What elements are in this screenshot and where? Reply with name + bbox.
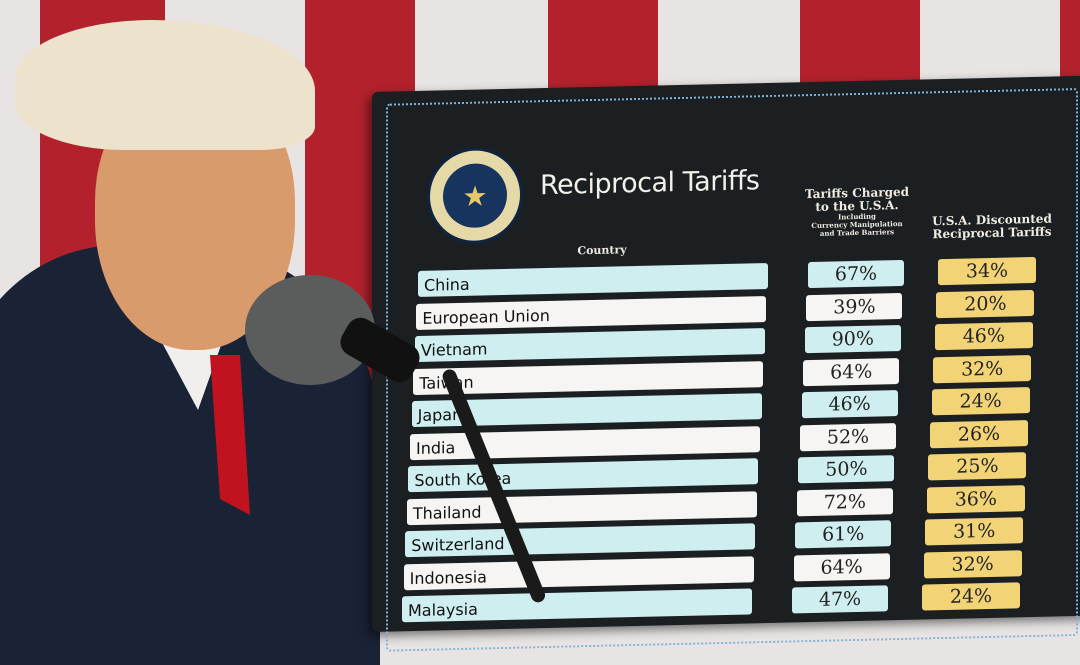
- discount-cell: 36%: [926, 484, 1025, 513]
- discount-cell: 34%: [938, 256, 1036, 286]
- charged-cell: 90%: [804, 324, 901, 354]
- discount-cell: 46%: [934, 322, 1033, 351]
- discount-cell: 31%: [925, 517, 1024, 546]
- charged-cell: 64%: [803, 357, 900, 386]
- discount-cell: 32%: [923, 549, 1022, 578]
- charged-cell: 39%: [806, 292, 903, 321]
- discount-cell: 20%: [936, 289, 1035, 318]
- charged-cell: 47%: [792, 585, 888, 614]
- charged-cell: 64%: [793, 552, 890, 581]
- board-title: Reciprocal Tariffs: [540, 165, 760, 202]
- discount-cell: 25%: [928, 452, 1027, 481]
- charged-header: Tariffs Charged to the U.S.A. Including …: [787, 185, 927, 238]
- discount-header: U.S.A. Discounted Reciprocal Tariffs: [917, 212, 1067, 242]
- charged-cell: 61%: [795, 520, 892, 549]
- charged-cell: 67%: [808, 259, 904, 289]
- hair: [15, 20, 315, 150]
- discount-cell: 26%: [930, 419, 1028, 448]
- country-header: Country: [577, 243, 627, 258]
- discount-cell: 32%: [933, 354, 1032, 383]
- charged-cell: 72%: [796, 487, 893, 516]
- discount-cell: 24%: [931, 387, 1030, 416]
- tariff-board: ★ Reciprocal Tariffs Country Tariffs Cha…: [372, 75, 1080, 652]
- discount-cell: 24%: [922, 582, 1020, 611]
- charged-cell: 52%: [800, 422, 896, 451]
- charged-cell: 50%: [798, 455, 895, 484]
- charged-cell: 46%: [801, 390, 898, 419]
